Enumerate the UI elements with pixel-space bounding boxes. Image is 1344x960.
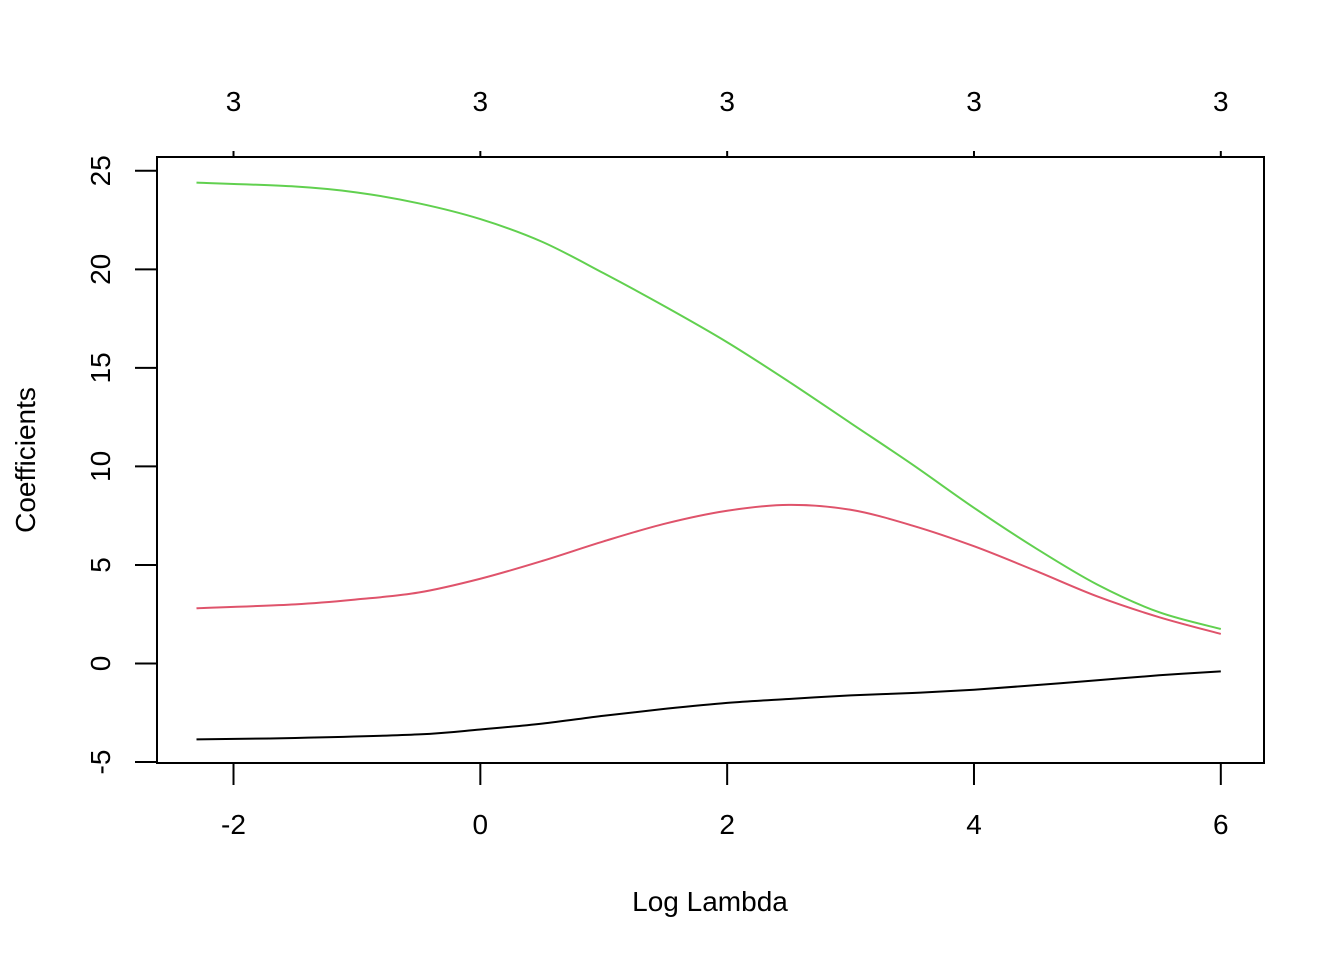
series-line-2	[196, 503, 1222, 635]
top-tick-label: 3	[226, 86, 242, 117]
y-tick-label: 20	[85, 254, 116, 285]
x-axis-title: Log Lambda	[632, 886, 788, 917]
top-tick-label: 3	[719, 86, 735, 117]
x-tick-label: 0	[473, 809, 489, 840]
series-layer	[196, 181, 1222, 741]
x-tick-label: 4	[966, 809, 982, 840]
x-tick-label: -2	[221, 809, 246, 840]
y-tick-label: 10	[85, 451, 116, 482]
y-tick-label: 15	[85, 352, 116, 383]
y-axis-title: Coefficients	[10, 387, 41, 533]
top-tick-label: 3	[473, 86, 489, 117]
series-line-3	[196, 181, 1222, 630]
y-tick-label: 25	[85, 155, 116, 186]
series-line-1	[196, 670, 1221, 741]
x-tick-label: 6	[1213, 809, 1229, 840]
plot-frame	[156, 156, 1265, 764]
axis-layer: -2 0 2 4 6 3 3 3 3 3 -5 0 5 10 15 20 25	[85, 86, 1229, 840]
top-tick-label: 3	[1213, 86, 1229, 117]
y-tick-label: 5	[85, 557, 116, 573]
y-tick-label: 0	[85, 656, 116, 672]
x-tick-label: 2	[719, 809, 735, 840]
y-tick-label: -5	[85, 750, 116, 775]
top-tick-label: 3	[966, 86, 982, 117]
